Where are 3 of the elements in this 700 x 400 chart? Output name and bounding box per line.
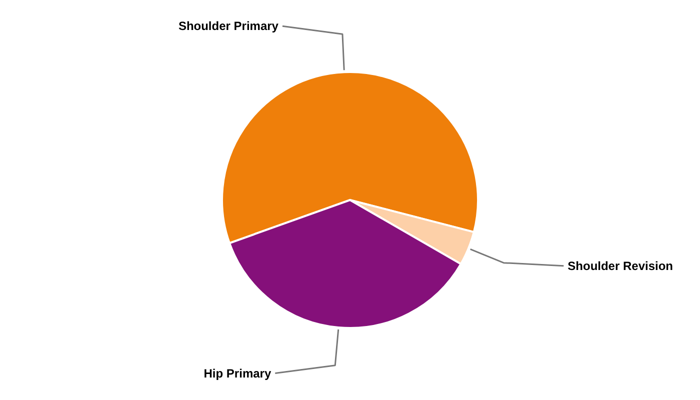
slice-label: Hip Primary xyxy=(204,366,272,380)
slice-label: Shoulder Primary xyxy=(178,19,279,34)
slice-label: Shoulder Revision xyxy=(568,258,674,273)
